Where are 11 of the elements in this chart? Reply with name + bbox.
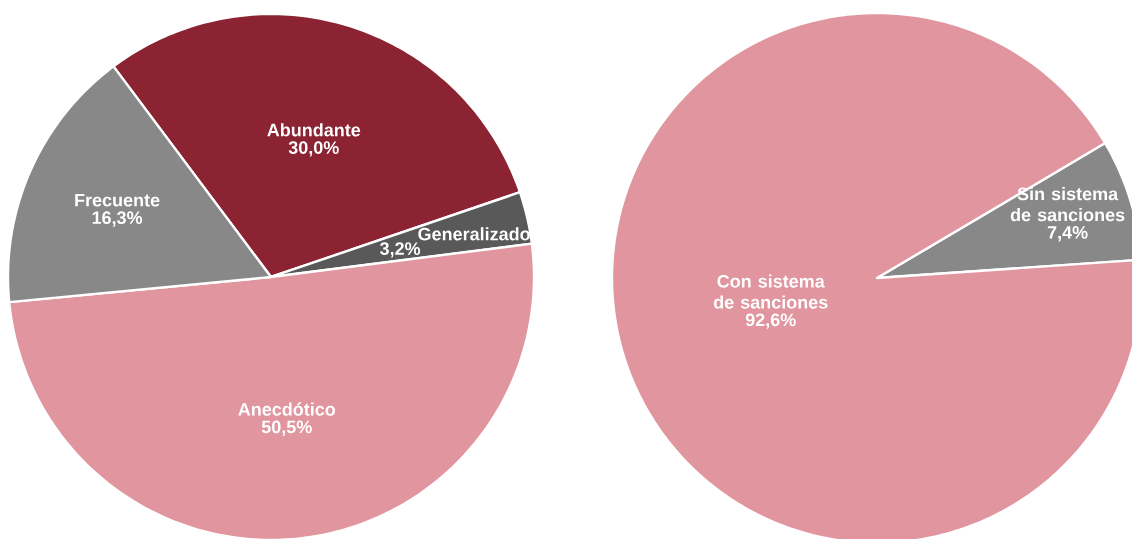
slice-label: Anecdótico — [238, 402, 336, 416]
slice-label: Con sistema de sanciones — [713, 274, 828, 309]
data-label: 7,4% — [1047, 226, 1088, 242]
slice-label: Frecuente — [75, 193, 160, 207]
data-label: 3,2% — [380, 242, 421, 258]
data-label: 30,0% — [288, 141, 339, 157]
data-label: 92,6% — [745, 313, 796, 329]
data-label: 50,5% — [261, 420, 312, 436]
slice-label: Generalizado — [418, 227, 530, 241]
data-label: 16,3% — [92, 211, 143, 227]
slice-label: Abundante — [267, 123, 361, 137]
